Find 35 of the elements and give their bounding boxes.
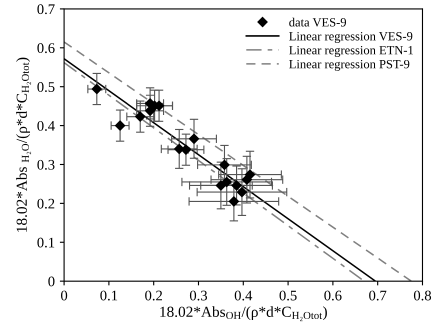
point	[236, 186, 248, 198]
x-tick-label: 0.8	[414, 290, 432, 301]
x-tick-label: 0.3	[190, 290, 208, 301]
point	[114, 120, 126, 131]
x-tick-label: 0.6	[324, 290, 342, 301]
point	[135, 112, 146, 122]
point	[180, 144, 192, 155]
point	[231, 180, 242, 191]
point	[216, 180, 226, 191]
y-tick-label: 0.7	[37, 4, 55, 14]
point	[219, 160, 230, 170]
y-tick-label: 0.1	[37, 238, 54, 248]
y-tick-label: 0.5	[37, 82, 54, 92]
y-axis-title: 18.02*Abs $_{H₂O}$/(ρ*d*C$_{H₂Otot}$)	[16, 58, 32, 232]
x-axis-title: 18.02*Abs$_{OH}$/(ρ*d*C$_{H₂Otot}$)	[160, 306, 327, 322]
x-tick-label: 0.5	[280, 290, 297, 301]
x-tick-label: 0.4	[234, 290, 252, 301]
legend-label: data VES-9	[289, 18, 346, 27]
point	[92, 84, 102, 94]
point	[144, 106, 156, 116]
legend-label: Linear regression PST-9	[289, 60, 410, 71]
y-tick-label: 0.6	[37, 43, 55, 54]
point	[188, 134, 200, 144]
y-tick-label: 0	[48, 276, 55, 286]
legend-label: Linear regression ETN-1	[289, 46, 413, 57]
legend-label: Linear regression VES-9	[289, 32, 412, 44]
x-tick-label: 0.7	[369, 290, 386, 301]
point	[244, 169, 256, 180]
x-tick-label: 0.1	[100, 290, 118, 301]
x-tick-label: 0.2	[145, 290, 162, 301]
x-tick-label: 0	[61, 290, 68, 300]
y-tick-label: 0.3	[37, 160, 54, 170]
point	[222, 176, 232, 188]
y-tick-label: 0.4	[37, 120, 55, 131]
y-tick-label: 0.2	[37, 198, 54, 209]
